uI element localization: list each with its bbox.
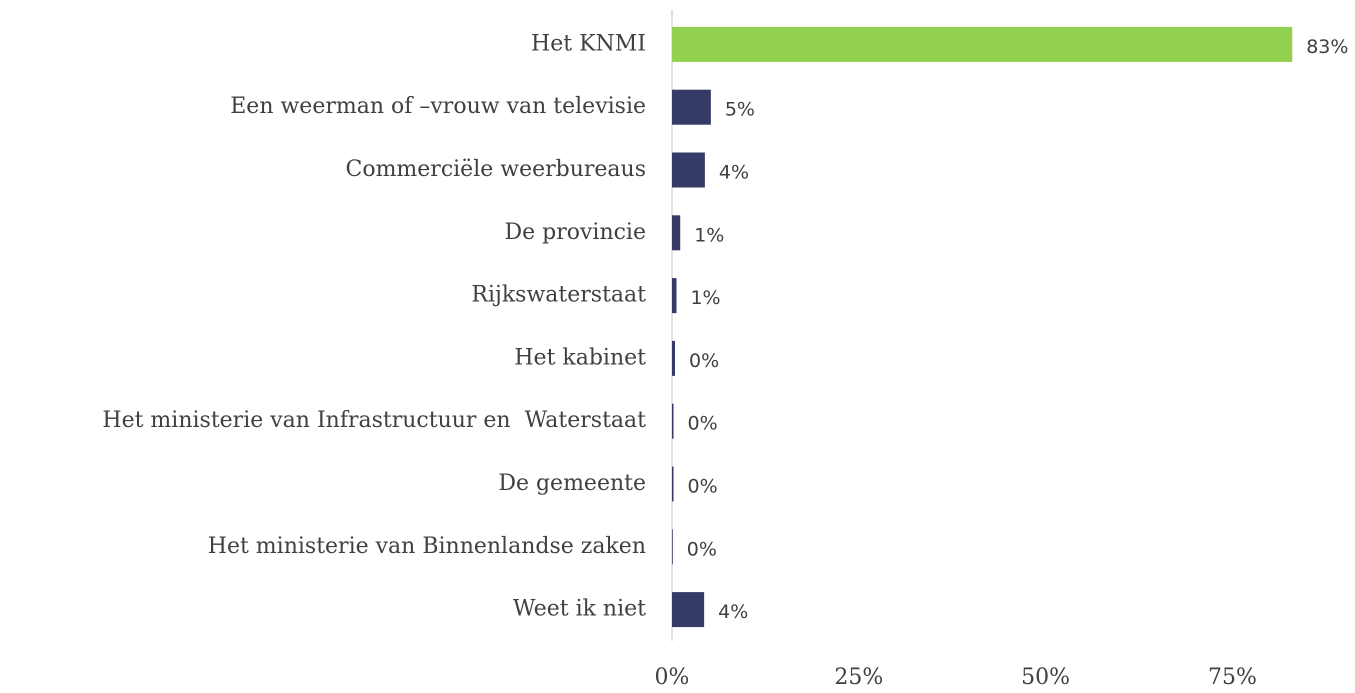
bar	[672, 592, 705, 628]
value-label: 0%	[689, 350, 719, 372]
bar	[672, 466, 674, 502]
value-label: 0%	[687, 538, 717, 560]
value-label: 0%	[687, 413, 717, 435]
category-label: De provincie	[504, 220, 646, 245]
x-tick-label: 0%	[655, 665, 690, 690]
value-label: 0%	[687, 476, 717, 498]
category-label: Een weerman of –vrouw van televisie	[230, 94, 646, 119]
value-label: 1%	[690, 287, 720, 309]
bar	[672, 215, 681, 251]
value-label: 4%	[718, 601, 748, 623]
bar	[672, 529, 673, 565]
category-label: Het kabinet	[514, 345, 646, 370]
category-label: Rijkswaterstaat	[471, 283, 646, 308]
bar	[672, 26, 1293, 62]
x-tick-label: 75%	[1208, 665, 1257, 690]
value-label: 1%	[694, 224, 724, 246]
bar	[672, 152, 705, 188]
x-tick-label: 25%	[834, 665, 883, 690]
category-label: Weet ik niet	[513, 597, 646, 622]
value-label: 5%	[725, 99, 755, 121]
category-label: De gemeente	[498, 471, 646, 496]
x-tick-label: 50%	[1021, 665, 1070, 690]
bar	[672, 403, 674, 439]
value-label: 83%	[1306, 36, 1348, 58]
bar	[672, 89, 711, 125]
bar	[672, 278, 677, 314]
value-label: 4%	[719, 162, 749, 184]
category-label: Commerciële weerbureaus	[345, 157, 646, 182]
category-label: Het ministerie van Infrastructuur en Wat…	[102, 408, 646, 433]
bar	[672, 340, 675, 376]
category-label: Het ministerie van Binnenlandse zaken	[208, 534, 646, 559]
category-label: Het KNMI	[531, 31, 646, 56]
